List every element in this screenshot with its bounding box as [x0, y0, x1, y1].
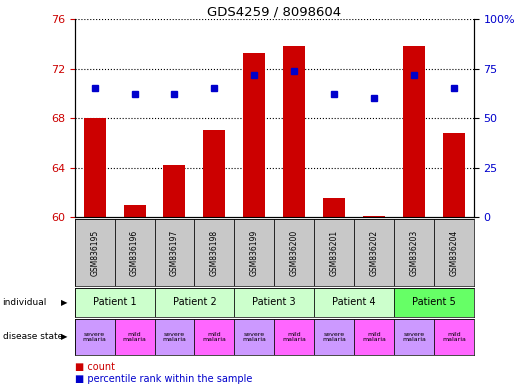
Bar	[314, 288, 394, 317]
Text: mild
malaria: mild malaria	[282, 331, 306, 343]
Text: severe
malaria: severe malaria	[83, 331, 107, 343]
Bar	[274, 319, 314, 355]
Text: mild
malaria: mild malaria	[442, 331, 466, 343]
Text: mild
malaria: mild malaria	[123, 331, 146, 343]
Bar	[323, 199, 345, 217]
Bar	[234, 319, 274, 355]
Text: GSM836197: GSM836197	[170, 229, 179, 276]
Text: severe
malaria: severe malaria	[322, 331, 346, 343]
Bar	[124, 205, 146, 217]
Bar	[154, 219, 194, 286]
Bar	[75, 219, 114, 286]
Bar	[154, 319, 194, 355]
Bar	[394, 288, 474, 317]
Title: GDS4259 / 8098604: GDS4259 / 8098604	[207, 5, 341, 18]
Bar	[163, 165, 185, 217]
Bar	[154, 288, 234, 317]
Bar	[203, 131, 226, 217]
Bar	[403, 46, 425, 217]
Text: GSM836198: GSM836198	[210, 229, 219, 276]
Text: Patient 2: Patient 2	[173, 297, 216, 308]
Bar	[75, 288, 154, 317]
Text: GSM836204: GSM836204	[450, 229, 458, 276]
Text: ■ percentile rank within the sample: ■ percentile rank within the sample	[75, 374, 252, 384]
Text: GSM836199: GSM836199	[250, 229, 259, 276]
Bar	[194, 219, 234, 286]
Text: GSM836195: GSM836195	[90, 229, 99, 276]
Text: mild
malaria: mild malaria	[362, 331, 386, 343]
Bar	[443, 133, 465, 217]
Bar	[114, 219, 154, 286]
Bar	[394, 219, 434, 286]
Bar	[75, 319, 114, 355]
Bar	[354, 319, 394, 355]
Text: ▶: ▶	[61, 333, 67, 341]
Bar	[234, 219, 274, 286]
Text: ▶: ▶	[61, 298, 67, 307]
Text: individual: individual	[3, 298, 47, 307]
Text: severe
malaria: severe malaria	[243, 331, 266, 343]
Bar	[314, 319, 354, 355]
Bar	[243, 53, 265, 217]
Bar	[354, 219, 394, 286]
Text: severe
malaria: severe malaria	[163, 331, 186, 343]
Text: ■ count: ■ count	[75, 362, 115, 372]
Bar	[194, 319, 234, 355]
Bar	[434, 319, 474, 355]
Bar	[314, 219, 354, 286]
Bar	[434, 219, 474, 286]
Bar	[394, 319, 434, 355]
Text: GSM836200: GSM836200	[290, 229, 299, 276]
Text: GSM836196: GSM836196	[130, 229, 139, 276]
Text: GSM836202: GSM836202	[370, 229, 379, 276]
Text: Patient 5: Patient 5	[412, 297, 456, 308]
Bar	[114, 319, 154, 355]
Bar	[234, 288, 314, 317]
Text: Patient 3: Patient 3	[252, 297, 296, 308]
Text: GSM836203: GSM836203	[409, 229, 418, 276]
Text: Patient 4: Patient 4	[332, 297, 376, 308]
Bar	[83, 118, 106, 217]
Bar	[363, 216, 385, 217]
Text: disease state: disease state	[3, 333, 63, 341]
Bar	[274, 219, 314, 286]
Text: severe
malaria: severe malaria	[402, 331, 426, 343]
Bar	[283, 46, 305, 217]
Text: GSM836201: GSM836201	[330, 229, 338, 276]
Text: Patient 1: Patient 1	[93, 297, 136, 308]
Text: mild
malaria: mild malaria	[202, 331, 226, 343]
